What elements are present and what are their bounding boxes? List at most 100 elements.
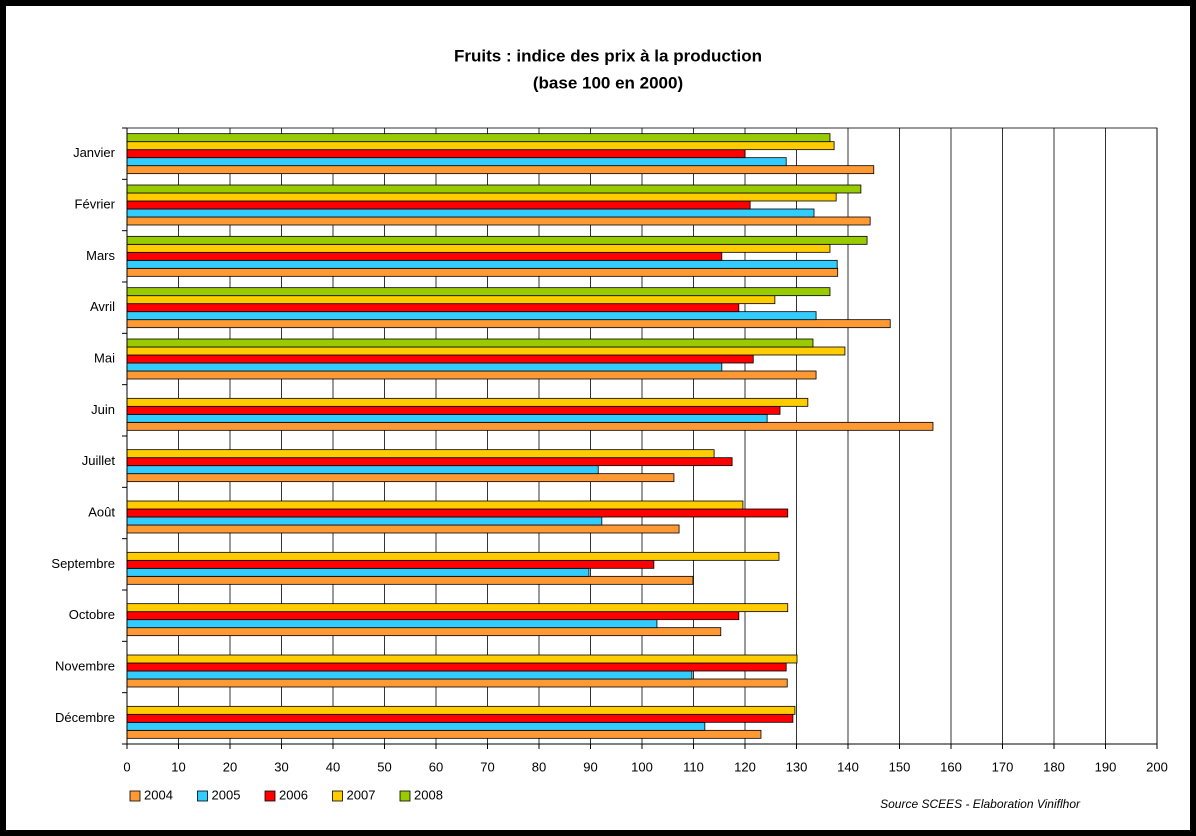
x-tick-label: 190 [1095, 759, 1117, 774]
bar [126, 705, 796, 715]
bar [126, 473, 675, 483]
legend-label: 2008 [414, 787, 443, 802]
legend-swatch [264, 790, 276, 802]
x-tick-label: 40 [326, 759, 340, 774]
legend-label: 2004 [144, 787, 173, 802]
bar [126, 141, 835, 151]
y-tick-label: Juin [91, 402, 115, 417]
bar [126, 662, 787, 672]
x-tick-label: 10 [171, 759, 185, 774]
bar [126, 319, 891, 329]
bar [126, 413, 768, 423]
bar [126, 457, 733, 467]
bar [126, 303, 740, 313]
bar [126, 157, 787, 167]
bar [126, 619, 658, 629]
y-tick-label: Janvier [73, 145, 116, 160]
x-tick-label: 20 [223, 759, 237, 774]
y-tick-label: Février [75, 196, 116, 211]
legend-label: 2007 [347, 787, 376, 802]
bar [126, 654, 798, 664]
x-tick-label: 90 [583, 759, 597, 774]
bar [126, 611, 740, 621]
bar [126, 575, 694, 585]
bar [126, 559, 655, 569]
y-tick-label: Avril [90, 299, 115, 314]
bar [126, 259, 838, 269]
bar [126, 200, 751, 210]
bar [126, 346, 846, 356]
bar [126, 603, 789, 613]
bar [126, 133, 831, 143]
bar [126, 208, 815, 218]
x-tick-label: 170 [992, 759, 1014, 774]
legend-swatch [399, 790, 411, 802]
bar [126, 405, 781, 415]
x-tick-label: 200 [1146, 759, 1168, 774]
x-tick-label: 120 [734, 759, 756, 774]
bar [126, 251, 723, 261]
x-tick-label: 130 [786, 759, 808, 774]
x-tick-label: 150 [889, 759, 911, 774]
bar [126, 184, 862, 194]
bar [126, 524, 680, 534]
bar [126, 243, 831, 253]
bar [126, 362, 723, 372]
x-tick-label: 80 [532, 759, 546, 774]
bar [126, 551, 780, 561]
bar [126, 516, 603, 526]
x-tick-label: 30 [274, 759, 288, 774]
x-tick-label: 60 [429, 759, 443, 774]
source-note: Source SCEES - Elaboration Viniflhor [880, 797, 1081, 811]
bar [126, 338, 814, 348]
chart-subtitle: (base 100 en 2000) [533, 73, 683, 92]
bar [126, 235, 868, 245]
y-tick-label: Décembre [55, 710, 115, 725]
bar [126, 678, 788, 688]
y-tick-label: Mars [86, 248, 115, 263]
legend-swatch [129, 790, 141, 802]
bar [126, 449, 715, 459]
bar [126, 421, 934, 431]
plot-border [126, 127, 1158, 745]
x-tick-label: 110 [683, 759, 704, 774]
bar [126, 149, 746, 159]
y-tick-label: Octobre [69, 607, 115, 622]
legend-label: 2006 [279, 787, 308, 802]
chart-title: Fruits : indice des prix à la production [454, 46, 762, 65]
bar [126, 311, 817, 321]
bar [126, 287, 831, 297]
bar [126, 465, 599, 475]
bar [126, 295, 776, 305]
x-tick-label: 160 [940, 759, 962, 774]
bar [126, 165, 875, 175]
x-tick-label: 100 [631, 759, 653, 774]
bar [126, 500, 744, 510]
y-tick-label: Mai [94, 350, 115, 365]
legend-swatch [332, 790, 343, 802]
bar [126, 627, 722, 637]
y-tick-label: Novembre [55, 658, 115, 673]
bar [126, 370, 817, 380]
bar [126, 729, 762, 739]
bar [126, 354, 754, 364]
x-tick-label: 140 [837, 759, 859, 774]
x-tick-label: 180 [1043, 759, 1065, 774]
y-tick-label: Juillet [82, 453, 116, 468]
bar [126, 192, 837, 202]
bar [126, 713, 794, 723]
bar [126, 721, 706, 731]
bar [126, 670, 693, 680]
legend-label: 2005 [212, 787, 241, 802]
bar [126, 267, 839, 277]
bar [126, 567, 590, 577]
y-tick-label: Septembre [51, 556, 115, 571]
x-tick-label: 70 [480, 759, 494, 774]
y-tick-label: Août [88, 504, 115, 519]
x-tick-label: 50 [377, 759, 391, 774]
legend-swatch [197, 790, 208, 802]
bar [126, 216, 871, 226]
bar [126, 397, 809, 407]
bar [126, 508, 789, 518]
